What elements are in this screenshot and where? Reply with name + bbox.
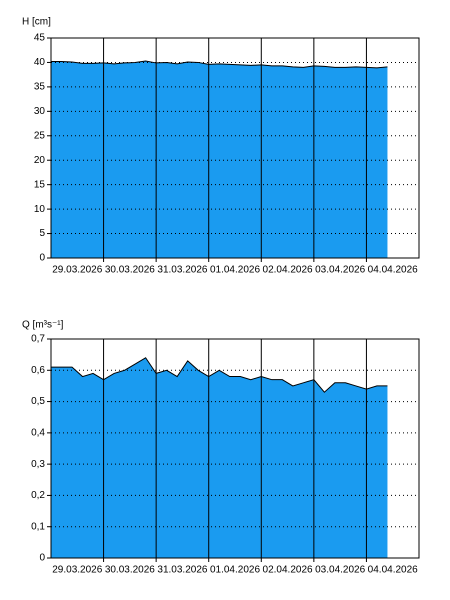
- x-tick-label: 31.03.2026: [157, 265, 207, 276]
- y-axis-title: H [cm]: [22, 17, 51, 28]
- x-tick-label: 04.04.2026: [368, 265, 418, 276]
- y-tick-label: 35: [34, 82, 46, 93]
- y-tick-label: 0: [39, 253, 45, 264]
- y-tick-label: 40: [34, 57, 46, 68]
- y-tick-label: 45: [34, 33, 46, 44]
- area-outline: [51, 60, 388, 69]
- x-tick-label: 30.03.2026: [105, 265, 155, 276]
- x-tick-label: 29.03.2026: [52, 565, 102, 576]
- x-tick-label: 01.04.2026: [210, 265, 260, 276]
- y-tick-label: 0: [39, 553, 45, 564]
- y-tick-label: 5: [39, 228, 45, 239]
- x-tick-label: 02.04.2026: [263, 265, 313, 276]
- y-tick-label: 0,6: [31, 365, 45, 376]
- area: [51, 60, 388, 258]
- x-tick-label: 31.03.2026: [157, 565, 207, 576]
- y-tick-label: 0,4: [31, 427, 45, 438]
- plot-border: [50, 37, 420, 259]
- y-tick-label: 0,1: [31, 521, 45, 532]
- y-tick-label: 30: [34, 106, 46, 117]
- x-tick-label: 04.04.2026: [368, 565, 418, 576]
- y-tick-label: 0,7: [31, 334, 45, 345]
- x-tick-label: 01.04.2026: [210, 565, 260, 576]
- area: [51, 357, 388, 558]
- x-tick-label: 29.03.2026: [52, 265, 102, 276]
- y-tick-label: 15: [34, 179, 46, 190]
- y-tick-label: 10: [34, 204, 46, 215]
- x-tick-label: 03.04.2026: [315, 565, 365, 576]
- x-tick-label: 30.03.2026: [105, 565, 155, 576]
- y-tick-label: 20: [34, 155, 46, 166]
- y-tick-label: 0,2: [31, 490, 45, 501]
- y-tick-label: 25: [34, 130, 46, 141]
- y-tick-label: 0,5: [31, 396, 45, 407]
- y-axis-title: Q [m³s⁻¹]: [22, 320, 64, 331]
- x-tick-label: 03.04.2026: [315, 265, 365, 276]
- x-tick-label: 02.04.2026: [263, 565, 313, 576]
- y-tick-label: 0,3: [31, 459, 45, 470]
- plot-border: [50, 338, 420, 559]
